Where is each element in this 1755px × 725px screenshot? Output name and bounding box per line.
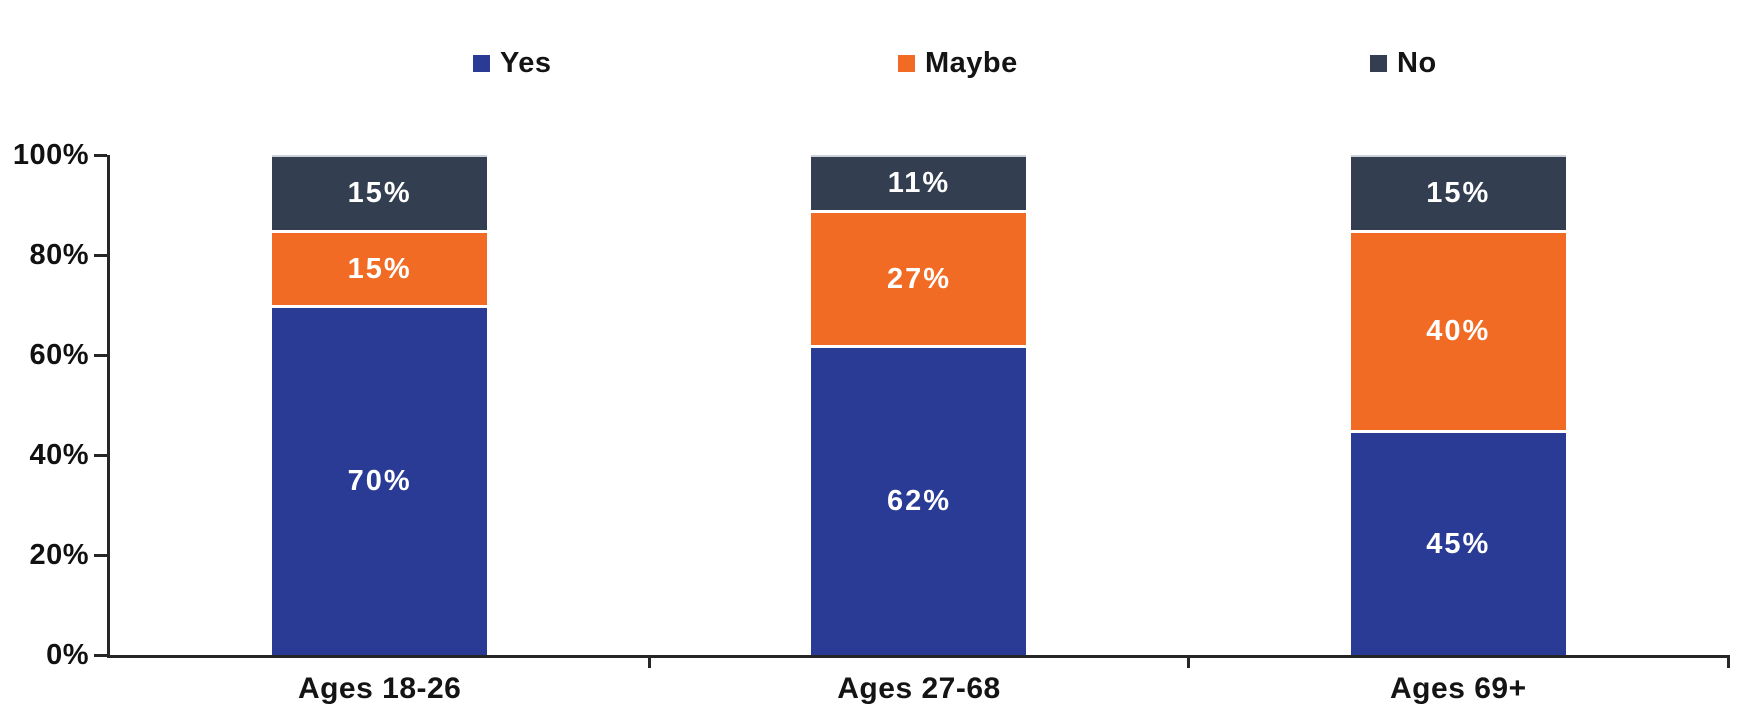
bar-segment-value: 62% <box>886 485 951 517</box>
y-axis-tick-label: 100% <box>12 139 89 171</box>
bar-segment-value: 15% <box>1426 177 1491 209</box>
bar-segment-maybe: 40% <box>1350 230 1566 430</box>
y-axis-tick-label: 60% <box>29 339 89 371</box>
bar-segment-value: 45% <box>1426 527 1491 560</box>
x-axis-category-label: Ages 69+ <box>1390 672 1527 705</box>
x-axis-category-label: Ages 27-68 <box>837 672 1001 705</box>
bar-column: 11% 27% 62% <box>649 155 1188 655</box>
stacked-bar: 15% 40% 45% <box>1350 155 1566 655</box>
y-axis-tick <box>94 153 107 157</box>
bar-segment-value: 27% <box>886 262 951 295</box>
bar-segment-yes: 45% <box>1350 430 1566 655</box>
legend-label: Maybe <box>925 46 1018 79</box>
bar-segment-yes: 62% <box>811 345 1027 655</box>
plot-area: 0% 20% 40% 60% 80% 100% 15% 15% 70% Ages 18-26 11%… <box>13 139 1730 705</box>
bar-column: 15% 40% 45% <box>1189 155 1728 655</box>
y-axis-tick-label: 20% <box>29 539 89 571</box>
x-axis-tick <box>1726 655 1730 668</box>
bar-segment-no: 15% <box>272 155 488 230</box>
y-axis-tick <box>94 553 107 557</box>
bar-segment-value: 15% <box>347 252 412 285</box>
legend-swatch-icon <box>898 54 915 72</box>
bar-segment-value: 40% <box>1426 315 1491 347</box>
bar-segment-no: 15% <box>1350 155 1566 230</box>
stacked-bar: 15% 15% 70% <box>272 155 488 655</box>
legend-swatch-icon <box>1370 54 1387 72</box>
legend-item-maybe: Maybe <box>898 46 1018 80</box>
legend-label: No <box>1397 46 1437 79</box>
bar-column: 15% 15% 70% <box>110 155 649 655</box>
x-axis-category-label: Ages 18-26 <box>297 672 462 705</box>
bar-segment-value: 70% <box>347 465 412 497</box>
bar-segment-value: 15% <box>347 177 412 209</box>
legend-swatch-icon <box>473 54 490 72</box>
bar-segment-maybe: 27% <box>811 210 1027 345</box>
y-axis-tick-label: 40% <box>29 439 89 471</box>
y-axis-tick-label: 80% <box>29 239 89 271</box>
bar-segment-no: 11% <box>811 155 1027 210</box>
bar-segment-yes: 70% <box>272 305 488 655</box>
y-axis-tick <box>94 253 107 257</box>
stacked-bar: 11% 27% 62% <box>811 155 1027 655</box>
bar-segment-value: 11% <box>887 167 951 199</box>
y-axis-tick-label: 0% <box>46 639 89 671</box>
bar-segment-maybe: 15% <box>272 230 488 305</box>
legend-label: Yes <box>500 46 552 79</box>
y-axis-tick <box>94 653 107 657</box>
x-axis-tick <box>647 655 651 668</box>
legend-item-no: No <box>1370 46 1437 80</box>
x-axis-tick <box>1187 655 1191 668</box>
y-axis-tick <box>94 453 107 457</box>
y-axis-tick <box>94 353 107 357</box>
legend-item-yes: Yes <box>473 46 552 80</box>
